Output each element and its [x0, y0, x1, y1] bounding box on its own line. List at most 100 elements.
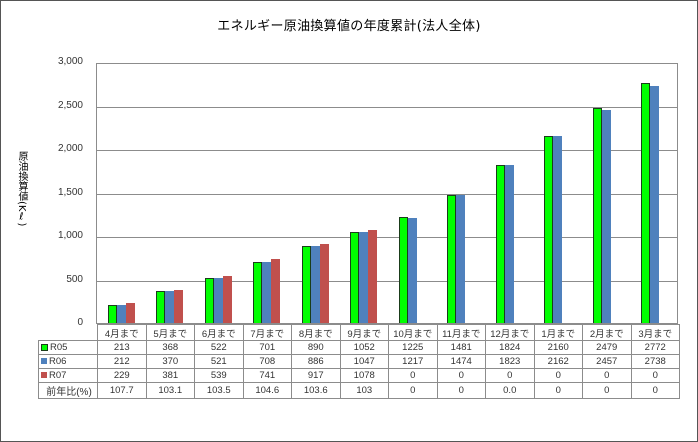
category-label: 8月まで — [291, 324, 341, 341]
bar-r06 — [601, 110, 611, 323]
bar-r07 — [319, 244, 329, 323]
category-label: 7月まで — [242, 324, 292, 341]
table-cell: 1823 — [485, 354, 535, 369]
bar-r06 — [407, 218, 417, 323]
table-cell: 890 — [291, 340, 341, 355]
category-label: 6月まで — [194, 324, 244, 341]
table-cell: 212 — [97, 354, 147, 369]
bar-r05 — [544, 136, 554, 323]
bar-r06 — [359, 232, 369, 323]
legend-key-icon — [41, 358, 47, 365]
bar-r05 — [156, 291, 166, 323]
bar-r07 — [368, 230, 378, 323]
category-label: 11月まで — [436, 324, 486, 341]
bar-r05 — [641, 83, 651, 323]
data-table: 4月まで 5月まで 6月まで 7月まで 8月まで 9月まで 10月まで 11月まで 12月まで 1… — [38, 324, 680, 399]
bar-r06 — [213, 278, 223, 323]
bar-r05 — [350, 232, 360, 323]
bar-r05 — [495, 165, 505, 323]
table-cell: 381 — [145, 368, 195, 383]
gridline — [97, 106, 677, 108]
category-label: 9月まで — [339, 324, 389, 341]
table-cell: 2479 — [582, 340, 632, 355]
bar-r06 — [553, 136, 563, 323]
table-cell: 539 — [194, 368, 244, 383]
table-cell: 103.6 — [291, 382, 341, 399]
bar-r05 — [592, 108, 602, 323]
ratio-row: 前年比(%) 107.7 103.1 103.5 104.6 103.6 103 0 0 0.0 0… — [38, 382, 680, 399]
bar-r05 — [107, 305, 117, 323]
category-label: 5月まで — [145, 324, 195, 341]
y-tick-label: 0 — [77, 317, 83, 328]
table-cell: 522 — [194, 340, 244, 355]
table-cell: 2772 — [630, 340, 680, 355]
table-cell: 2457 — [582, 354, 632, 369]
table-cell: 0 — [388, 382, 438, 399]
bar-r06 — [650, 86, 660, 323]
bar-r05 — [398, 217, 408, 323]
legend-key-icon — [41, 372, 47, 379]
bar-r05 — [447, 195, 457, 323]
bar-r06 — [456, 195, 466, 323]
table-cell: 2738 — [630, 354, 680, 369]
table-cell: 0 — [630, 382, 680, 399]
plot-area — [96, 63, 678, 324]
table-cell: 0 — [582, 368, 632, 383]
table-cell: 229 — [97, 368, 147, 383]
table-cell: 708 — [242, 354, 292, 369]
table-cell: 368 — [145, 340, 195, 355]
table-cell: 1217 — [388, 354, 438, 369]
bar-r07 — [174, 290, 184, 323]
bar-r06 — [262, 262, 272, 323]
table-cell: 1078 — [339, 368, 389, 383]
table-cell: 0 — [630, 368, 680, 383]
table-cell: 917 — [291, 368, 341, 383]
table-cell: 1824 — [485, 340, 535, 355]
gridline — [97, 237, 677, 238]
bar-r07 — [271, 259, 281, 323]
category-label: 10月まで — [388, 324, 438, 341]
legend-label: R06 — [49, 356, 67, 367]
table-cell: 103.5 — [194, 382, 244, 399]
y-tick-label: 500 — [66, 273, 83, 285]
table-cell: 0 — [533, 368, 583, 383]
table-cell: 104.6 — [242, 382, 292, 399]
table-row: R07 229 381 539 741 917 1078 0 0 0 0 0 0 — [38, 368, 680, 383]
category-label: 12月まで — [485, 324, 535, 341]
y-tick-label: 1,500 — [57, 186, 83, 198]
table-cell: 521 — [194, 354, 244, 369]
category-label: 3月まで — [630, 324, 680, 341]
table-cell: 0 — [485, 368, 535, 383]
table-row: R05 213 368 522 701 890 1052 1225 1481 1824 2160 24… — [38, 340, 680, 355]
category-label: 1月まで — [533, 324, 583, 341]
table-cell: 1225 — [388, 340, 438, 355]
bar-r06 — [116, 305, 126, 323]
gridline — [97, 150, 677, 151]
category-label: 4月まで — [97, 324, 147, 341]
legend-label: R07 — [49, 370, 67, 381]
table-cell: 213 — [97, 340, 147, 355]
table-cell: 2160 — [533, 340, 583, 355]
bar-r05 — [204, 278, 214, 323]
table-cell: 107.7 — [97, 382, 147, 399]
gridline — [97, 193, 677, 195]
bar-r07 — [125, 303, 135, 323]
bar-r05 — [301, 246, 311, 323]
table-cell: 1474 — [436, 354, 486, 369]
table-cell: 370 — [145, 354, 195, 369]
bar-r05 — [253, 262, 263, 323]
y-tick-label: 2,500 — [57, 99, 83, 111]
ratio-label: 前年比(%) — [38, 382, 98, 399]
table-cell: 0 — [533, 382, 583, 399]
y-tick-label: 1,000 — [57, 230, 83, 241]
legend-label: R05 — [50, 342, 68, 353]
legend-key-icon — [41, 343, 48, 351]
y-axis-label: 原油換算値(Kℓ) — [16, 151, 27, 227]
bar-r07 — [222, 276, 232, 323]
chart-title: エネルギー原油換算値の年度累計(法人全体) — [217, 19, 481, 34]
table-cell: 1052 — [339, 340, 389, 355]
bar-r06 — [165, 291, 175, 323]
table-cell: 741 — [242, 368, 292, 383]
table-cell: 0 — [436, 368, 486, 383]
